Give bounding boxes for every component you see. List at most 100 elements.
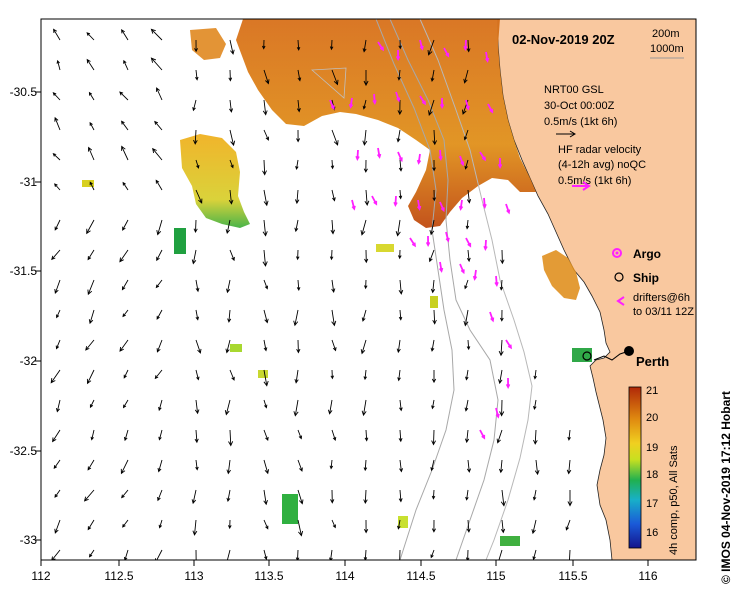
model-vector-arrow [331, 129, 339, 146]
model-vector-arrow [90, 429, 95, 441]
radar-vector-arrow [479, 151, 486, 162]
model-vector-arrow [429, 219, 435, 236]
model-vector-arrow [150, 57, 163, 71]
model-vector-arrow [362, 129, 368, 146]
model-vector-arrow [329, 459, 334, 470]
radar-legend-scale: 0.5m/s (1kt 6h) [558, 175, 631, 187]
radar-vector-arrow [355, 149, 360, 162]
x-tick-label: 112 [31, 569, 50, 583]
radar-legend-name: HF radar velocity [558, 144, 642, 156]
model-vector-arrow [263, 339, 268, 352]
model-vector-arrow [498, 549, 503, 560]
model-vector-arrow [122, 219, 129, 231]
model-vector-arrow [331, 69, 339, 86]
model-vector-arrow [52, 92, 61, 101]
model-vector-arrow [432, 159, 436, 172]
model-vector-arrow [157, 459, 163, 473]
x-tick-label: 114 [335, 569, 354, 583]
model-vector-arrow [87, 519, 95, 531]
radar-vector-arrow [351, 199, 356, 211]
radar-vector-arrow [372, 93, 377, 106]
model-vector-arrow [87, 459, 95, 471]
model-vector-arrow [398, 189, 403, 200]
radar-vector-arrow [487, 103, 494, 114]
model-vector-arrow [195, 69, 199, 81]
radar-vector-arrow [439, 201, 445, 213]
radar-vector-arrow [463, 39, 468, 52]
model-vector-arrow [229, 369, 235, 381]
model-vector-arrow [296, 129, 301, 143]
model-vector-arrow [195, 369, 200, 381]
model-vector-arrow [123, 549, 129, 560]
radar-vector-arrow [482, 197, 487, 210]
model-vector-arrow [363, 70, 369, 87]
model-vector-arrow [362, 99, 367, 110]
radar-vector-arrow [505, 203, 511, 215]
model-vector-arrow [297, 429, 303, 440]
radar-vector-arrow [484, 51, 490, 63]
radar-vector-arrow [419, 95, 426, 106]
model-vector-arrow [52, 429, 61, 443]
model-vector-arrow [331, 279, 336, 293]
y-axis: -30.5 -31 -31.5 -32 -32.5 -33 [10, 85, 41, 547]
model-vector-arrow [432, 309, 437, 325]
model-vector-arrow [363, 369, 367, 381]
radar-vector-arrow [377, 41, 384, 52]
model-vector-arrow [297, 489, 304, 505]
model-vector-arrow [262, 159, 267, 176]
model-vector-arrow [360, 339, 367, 355]
radar-vector-arrow [439, 97, 445, 110]
model-vector-arrow [195, 459, 199, 471]
model-vector-arrow [464, 279, 469, 290]
scale-200m: 200m [652, 28, 680, 40]
model-vector-arrow [532, 549, 537, 560]
model-vector-arrow [465, 369, 469, 381]
model-vector-arrow [54, 519, 61, 534]
model-vector-arrow [465, 549, 470, 560]
model-vector-arrow [50, 369, 61, 384]
model-vector-arrow [363, 519, 369, 534]
x-tick-label: 113 [184, 569, 203, 583]
model-vector-arrow [150, 28, 163, 41]
radar-vector-arrow [419, 39, 424, 51]
model-vector-arrow [156, 339, 163, 353]
model-vector-arrow [152, 147, 163, 161]
model-vector-arrow [158, 519, 163, 529]
model-vector-arrow [463, 309, 469, 327]
model-vector-arrow [431, 370, 437, 384]
model-vector-arrow [500, 489, 506, 507]
bathy-contour-shelf [419, 19, 533, 560]
model-vector-arrow [464, 159, 469, 170]
model-vector-arrow [294, 189, 300, 205]
model-vector-arrow [123, 369, 129, 379]
model-vector-arrow [432, 189, 437, 202]
model-vector-arrow [329, 39, 334, 51]
model-vector-arrow [463, 69, 469, 84]
model-vector-arrow [224, 399, 231, 416]
radar-vector-arrow [505, 339, 512, 350]
model-vector-arrow [296, 339, 301, 354]
model-vector-arrow [430, 279, 436, 294]
model-vector-arrow [229, 99, 234, 113]
model-vector-arrow [122, 399, 129, 409]
model-vector-arrow [295, 249, 300, 261]
model-vector-arrow [498, 339, 504, 357]
model-vector-arrow [398, 489, 403, 503]
model-vector-arrow [120, 459, 129, 475]
model-vector-arrow [398, 309, 403, 321]
model-vector-arrow [229, 39, 235, 55]
x-tick-label: 114.5 [406, 569, 435, 583]
credit-text: © IMOS 04-Nov-2019 17:12 Hobart [719, 391, 733, 584]
perth-coast-line [593, 350, 630, 361]
model-vector-arrow [431, 429, 436, 446]
model-vector-arrow [262, 219, 268, 237]
model-vector-arrow [431, 519, 436, 533]
model-vector-arrow [86, 369, 95, 385]
x-tick-label: 115.5 [558, 569, 587, 583]
model-vector-arrow [331, 519, 336, 529]
model-vector-arrow [122, 181, 129, 191]
model-vector-arrow [294, 369, 299, 384]
model-vector-arrow [195, 279, 200, 293]
drifter-symbol-icon [616, 296, 625, 306]
